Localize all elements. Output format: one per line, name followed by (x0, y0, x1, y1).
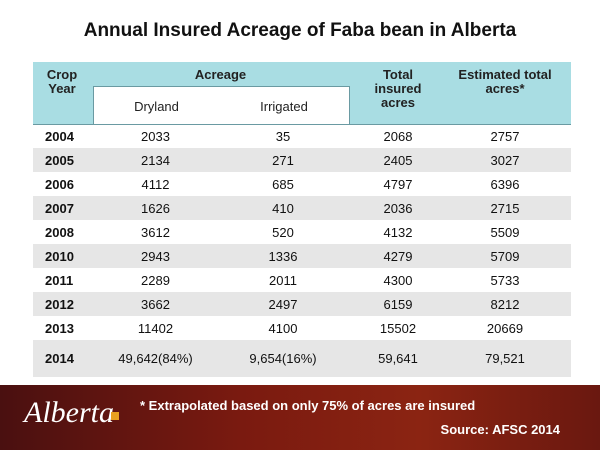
source: Source: AFSC 2014 (440, 422, 560, 437)
cell-year: 2014 (45, 351, 74, 366)
cell-estimated-total: 20669 (486, 320, 524, 336)
title: Annual Insured Acreage of Faba bean in A… (83, 20, 517, 41)
footer-band (0, 385, 600, 450)
cell-year: 2006 (45, 176, 74, 192)
cell-irrigated: 271 (272, 152, 294, 168)
cell-irrigated: 410 (272, 200, 294, 216)
table-row: 2007 1626 410 2036 2715 (33, 196, 571, 220)
header-total: Total insured acres (374, 67, 422, 110)
cell-estimated-total: 3027 (490, 152, 520, 168)
cell-year: 2007 (45, 200, 74, 216)
cell-dryland: 3612 (141, 224, 170, 240)
cell-year: 2013 (45, 320, 74, 336)
header-dryland: Dryland (134, 99, 179, 114)
table-row: 2010 2943 1336 4279 5709 (33, 244, 571, 268)
acreage-subheader: Dryland Irrigated (93, 86, 350, 125)
cell-estimated-total: 2715 (490, 200, 520, 216)
cell-dryland: 2289 (141, 272, 170, 288)
cell-dryland: 3662 (141, 296, 170, 312)
cell-year: 2008 (45, 224, 74, 240)
header-irrigated: Irrigated (260, 99, 308, 114)
cell-estimated-total: 5709 (490, 248, 520, 264)
cell-irrigated: 35 (275, 128, 291, 144)
table: Crop Year Acreage Dryland Irrigated Tota… (33, 62, 571, 384)
cell-total-insured: 4797 (383, 176, 413, 192)
cell-total-insured: 6159 (383, 296, 413, 312)
cell-dryland: 2134 (141, 152, 170, 168)
cell-total-insured: 15502 (379, 320, 417, 336)
cell-estimated-total: 5509 (490, 224, 520, 240)
cell-irrigated: 2497 (268, 296, 298, 312)
cell-estimated-total: 2757 (490, 128, 520, 144)
cell-irrigated: 9,654(16%) (249, 351, 317, 366)
table-row: 2008 3612 520 4132 5509 (33, 220, 571, 244)
header-year: Crop Year (46, 67, 78, 96)
cell-year: 2010 (45, 248, 74, 264)
cell-dryland: 49,642(84%) (118, 351, 193, 366)
cell-estimated-total: 5733 (490, 272, 520, 288)
logo: Alberta (24, 396, 114, 429)
cell-dryland: 2943 (141, 248, 170, 264)
cell-year: 2012 (45, 296, 74, 312)
cell-irrigated: 685 (272, 176, 294, 192)
cell-year: 2005 (45, 152, 74, 168)
cell-estimated-total: 6396 (490, 176, 520, 192)
cell-total-insured: 2068 (383, 128, 413, 144)
cell-irrigated: 1336 (268, 248, 298, 264)
table-header: Crop Year Acreage Dryland Irrigated Tota… (33, 62, 571, 125)
header-acreage: Acreage (194, 67, 247, 82)
table-row: 2012 3662 2497 6159 8212 (33, 292, 571, 316)
cell-irrigated: 2011 (269, 272, 297, 288)
cell-year: 2011 (45, 272, 74, 288)
cell-estimated-total: 8212 (490, 296, 520, 312)
cell-dryland: 2033 (141, 128, 170, 144)
table-row: 2011 2289 2011 4300 5733 (33, 268, 571, 292)
table-row: 2014 49,642(84%) 9,654(16%) 59,641 79,521 (33, 340, 571, 377)
cell-total-insured: 4132 (383, 224, 413, 240)
cell-irrigated: 520 (272, 224, 294, 240)
cell-total-insured: 2036 (383, 200, 413, 216)
cell-estimated-total: 79,521 (485, 351, 525, 366)
cell-total-insured: 4300 (383, 272, 413, 288)
footnote: * Extrapolated based on only 75% of acre… (140, 398, 476, 413)
logo-mark (111, 412, 119, 420)
table-row: 2005 2134 271 2405 3027 (33, 148, 571, 172)
table-row: 2013 11402 4100 15502 20669 (33, 316, 571, 340)
table-row: 2006 4112 685 4797 6396 (33, 172, 571, 196)
cell-total-insured: 4279 (383, 248, 413, 264)
table-row: 2004 2033 35 2068 2757 (33, 124, 571, 148)
cell-total-insured: 2405 (383, 152, 413, 168)
cell-irrigated: 4100 (268, 320, 298, 336)
cell-dryland: 1626 (141, 200, 170, 216)
cell-dryland: 11402 (137, 320, 174, 336)
cell-dryland: 4112 (141, 176, 170, 192)
cell-year: 2004 (45, 128, 74, 144)
cell-total-insured: 59,641 (378, 351, 418, 366)
header-estimated: Estimated total acres* (458, 67, 552, 96)
